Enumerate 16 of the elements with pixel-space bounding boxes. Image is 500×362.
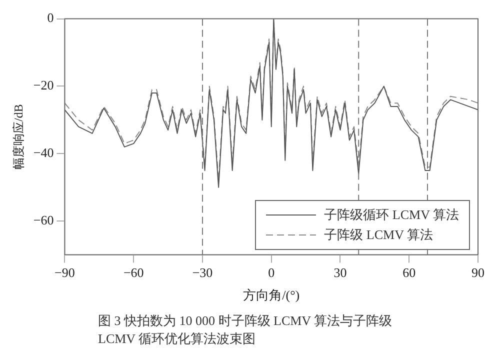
y-tick-label: 0 xyxy=(47,10,54,26)
x-tick-label: 30 xyxy=(334,265,347,280)
y-tick-label: −60 xyxy=(33,212,54,228)
x-tick-label: −60 xyxy=(123,265,144,280)
legend-label: 子阵级 LCMV 算法 xyxy=(324,226,433,244)
x-tick-label: 0 xyxy=(268,265,275,280)
x-tick-label: −90 xyxy=(54,265,75,280)
y-axis-title: 幅度响应/dB xyxy=(11,104,26,170)
x-tick-label: 90 xyxy=(472,265,484,280)
x-axis-title: 方向角/(°) xyxy=(243,288,300,303)
caption: 图 3 快拍数为 10 000 时子阵级 LCMV 算法与子阵级 LCMV 循环优化算法波束图 xyxy=(97,312,394,348)
y-tick-label: −20 xyxy=(33,78,54,93)
legend-label: 子阵级循环 LCMV 算法 xyxy=(324,206,459,224)
x-tick-label: 60 xyxy=(402,265,416,280)
x-tick-label: −30 xyxy=(192,265,213,280)
y-tick-label: −40 xyxy=(33,145,54,160)
